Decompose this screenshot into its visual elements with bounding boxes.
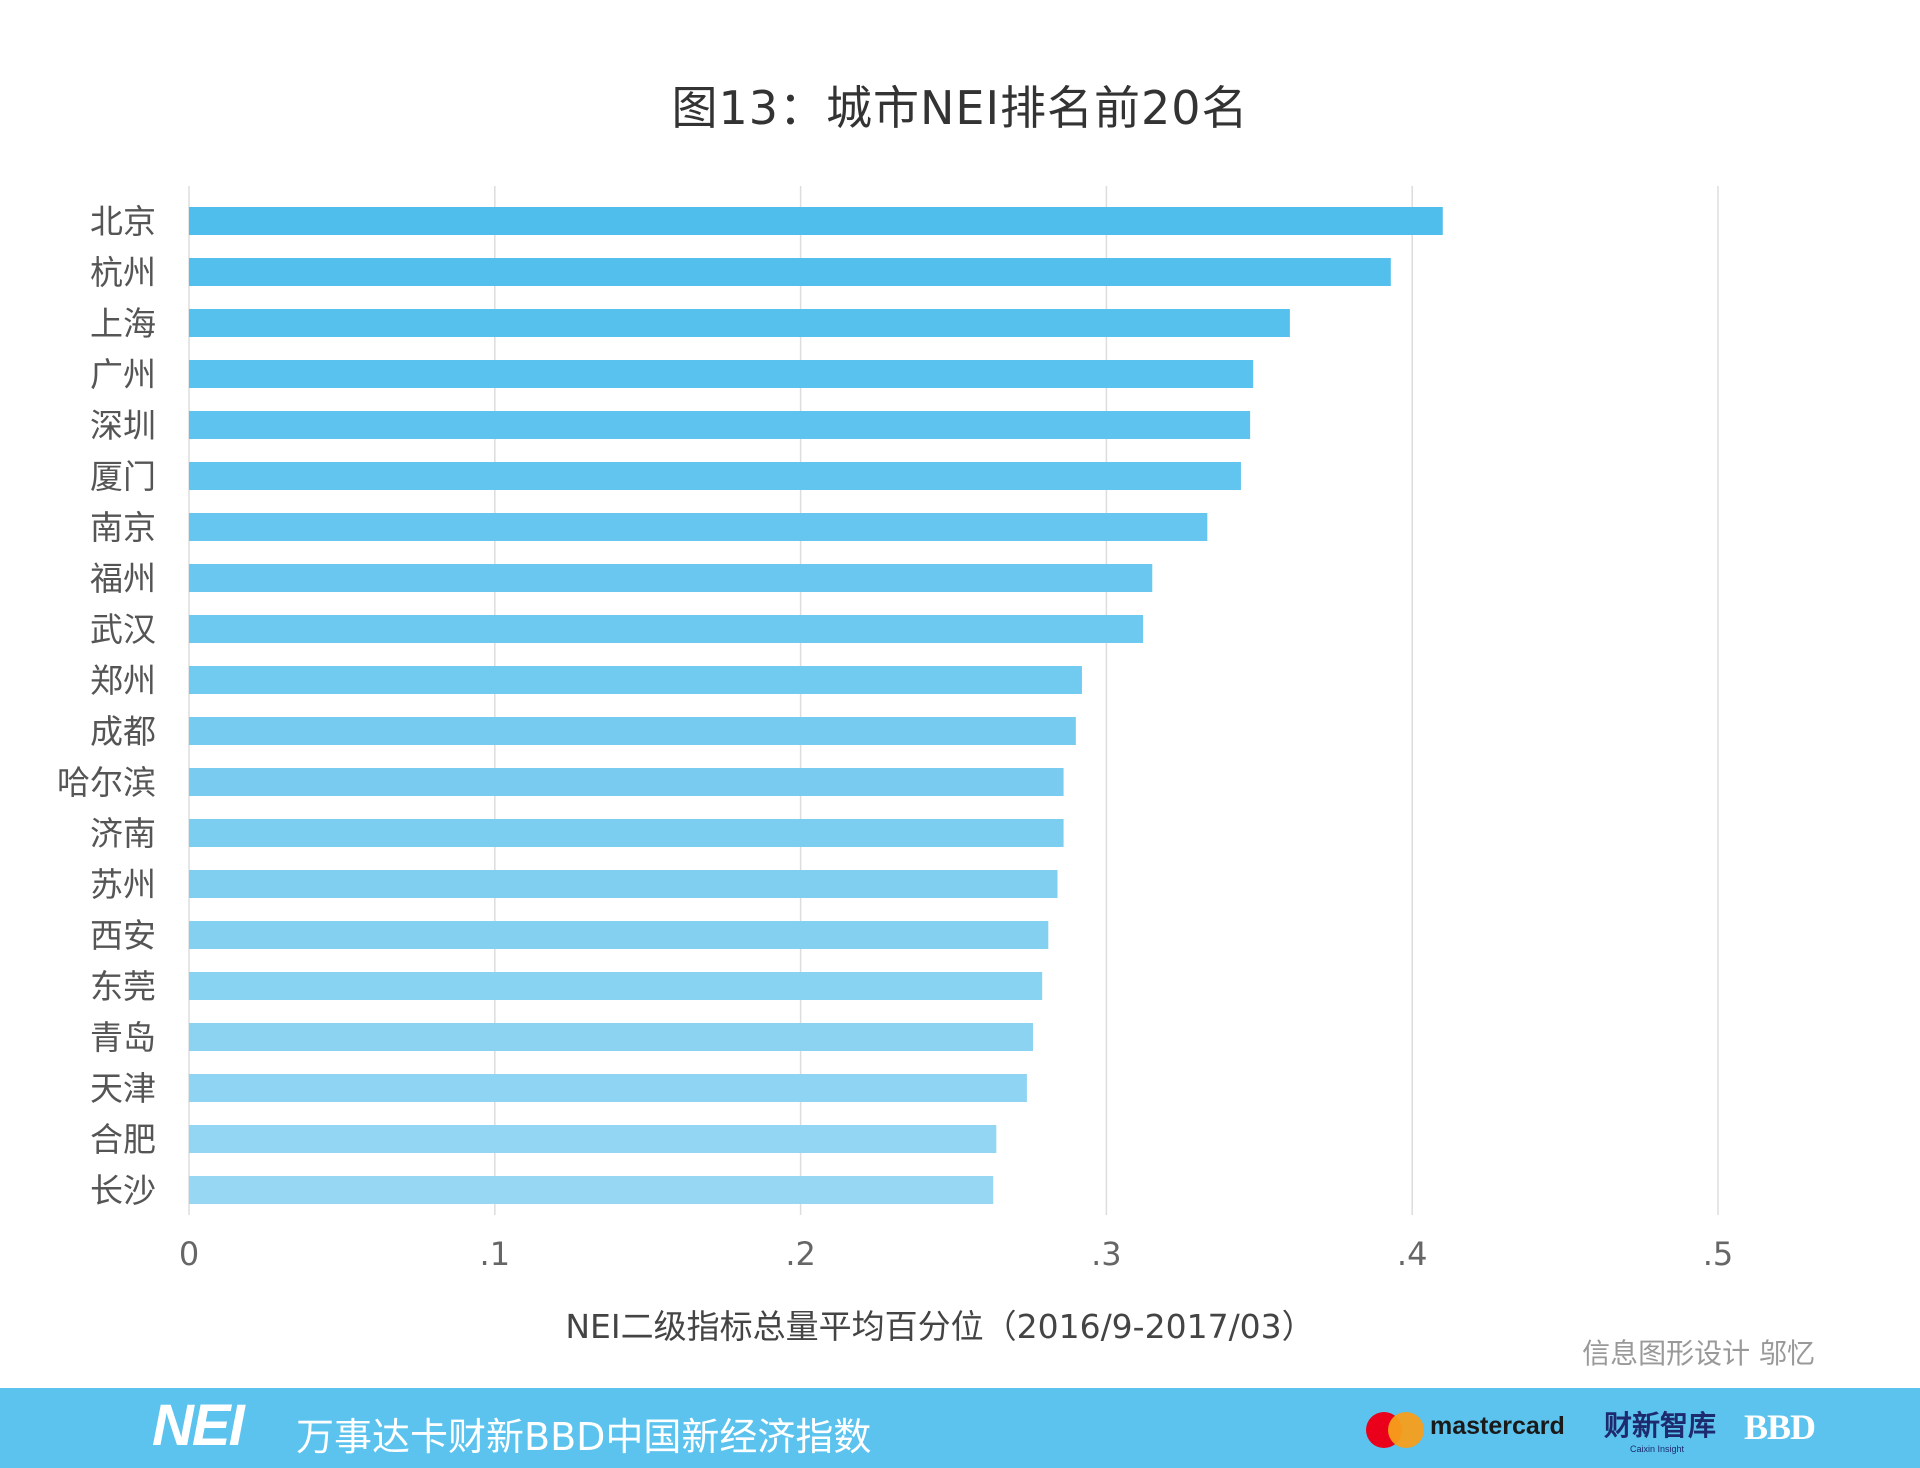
bbd-logo: BBD — [1744, 1407, 1816, 1447]
y-category-label: 成都 — [90, 712, 156, 751]
x-tick-label: 0 — [179, 1235, 199, 1273]
bar — [189, 666, 1082, 694]
y-category-label: 长沙 — [90, 1171, 156, 1210]
y-category-label: 武汉 — [90, 610, 156, 649]
bar — [189, 921, 1049, 949]
y-category-label: 北京 — [90, 202, 156, 241]
bar — [189, 768, 1064, 796]
index-name: 万事达卡财新BBD中国新经济指数 — [296, 1415, 872, 1459]
nei-logo: NEI — [152, 1393, 245, 1458]
y-category-label: 上海 — [90, 304, 156, 343]
x-tick-label: .1 — [480, 1235, 511, 1273]
y-category-label: 济南 — [90, 814, 156, 853]
mastercard-icon — [1366, 1412, 1424, 1448]
y-category-label: 天津 — [90, 1069, 156, 1108]
y-category-label: 合肥 — [90, 1120, 156, 1159]
bar — [189, 870, 1058, 898]
y-category-label: 青岛 — [90, 1018, 156, 1057]
bar — [189, 615, 1144, 643]
bar — [189, 1176, 994, 1204]
bar — [189, 462, 1241, 490]
bar — [189, 1125, 997, 1153]
y-category-label: 广州 — [90, 355, 156, 394]
y-category-label: 东莞 — [90, 967, 156, 1006]
designer-credit: 信息图形设计 邬忆 — [1582, 1337, 1815, 1370]
caixin-logo: 财新智库 — [1604, 1409, 1717, 1442]
y-category-label: 苏州 — [90, 865, 156, 904]
bar — [189, 972, 1043, 1000]
x-tick-label: .2 — [785, 1235, 816, 1273]
bar — [189, 564, 1153, 592]
x-axis-label: NEI二级指标总量平均百分位（2016/9-2017/03） — [565, 1307, 1315, 1346]
bar — [189, 411, 1251, 439]
mastercard-wordmark: mastercard — [1430, 1412, 1565, 1440]
y-category-label: 杭州 — [90, 253, 156, 292]
bar-chart: 0 .1 .2 .3 .4 .5 北京杭州上海广州深圳厦门南京福州武汉郑州成都哈尔滨济南苏州… — [57, 186, 1734, 1273]
y-category-label: 西安 — [90, 916, 156, 955]
bar — [189, 360, 1254, 388]
bar — [189, 513, 1208, 541]
y-category-label: 南京 — [90, 508, 156, 547]
chart-title: 图13：城市NEI排名前20名 — [671, 81, 1249, 135]
bar — [189, 819, 1064, 847]
x-tick-label: .4 — [1397, 1235, 1428, 1273]
y-category-label: 福州 — [90, 559, 156, 598]
caixin-sub-logo: Caixin Insight — [1630, 1444, 1685, 1454]
y-category-label: 深圳 — [90, 406, 156, 445]
bar — [189, 1074, 1027, 1102]
bar — [189, 207, 1443, 235]
x-tick-label: .5 — [1703, 1235, 1734, 1273]
bar — [189, 309, 1290, 337]
y-category-label: 郑州 — [90, 661, 156, 700]
bar — [189, 1023, 1034, 1051]
y-category-label: 厦门 — [90, 457, 156, 496]
y-category-label: 哈尔滨 — [57, 763, 156, 802]
bar — [189, 717, 1076, 745]
x-tick-label: .3 — [1091, 1235, 1122, 1273]
footer-banner: NEI 万事达卡财新BBD中国新经济指数 mastercard 财新智库 Cai… — [0, 1388, 1920, 1468]
bar — [189, 258, 1391, 286]
